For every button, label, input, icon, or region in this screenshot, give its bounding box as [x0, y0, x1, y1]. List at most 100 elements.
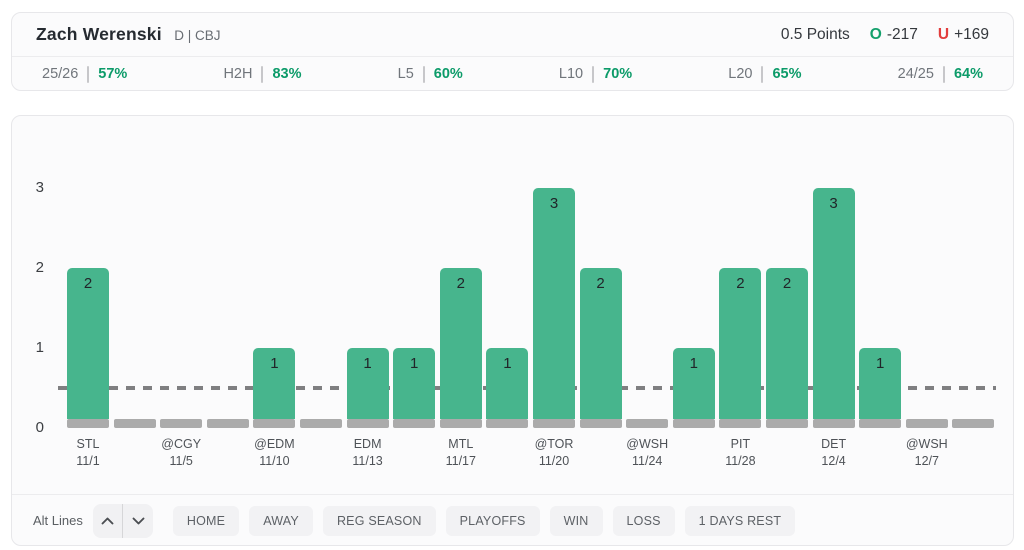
over-odds-button[interactable]: O -217 [870, 26, 918, 44]
bar-fill [766, 268, 808, 419]
under-odds-value: +169 [954, 25, 989, 43]
x-axis-tick: @EDM 11/10 [254, 437, 295, 468]
bar-fill [719, 268, 762, 419]
player-position-team: D | CBJ [174, 28, 221, 43]
filter-button-home[interactable]: HOME [172, 505, 240, 536]
bar-baseline-stub [812, 419, 855, 428]
bar-baseline-stub [952, 419, 995, 428]
alt-line-up-button[interactable] [93, 504, 123, 538]
bar-fill [859, 348, 902, 419]
bar-fill [393, 348, 436, 419]
bar-baseline-stub [766, 419, 808, 428]
footer-divider [12, 494, 1013, 495]
bar-baseline-stub [393, 419, 436, 428]
chevron-up-icon [101, 513, 114, 528]
bar-baseline-stub [905, 419, 948, 428]
player-prop-card: Zach Werenski D | CBJ 0.5 Points O -217 … [11, 12, 1014, 91]
y-axis-tick-1: 1 [35, 339, 44, 356]
bar-fill [67, 268, 109, 419]
under-odds-button[interactable]: U +169 [938, 26, 989, 44]
header-divider [12, 56, 1013, 57]
x-axis-tick: STL 11/1 [76, 437, 100, 468]
points-bar-chart: 0 1 2 3 STL 11/1 2 @CGY 11/5 @EDM 11/10 1 EDM 11/13 1… [12, 116, 1013, 494]
filter-button-loss[interactable]: LOSS [612, 505, 675, 536]
bar-value-label: 2 [456, 275, 465, 292]
split-item-l20[interactable]: L20 65% [728, 65, 802, 83]
alt-line-down-button[interactable] [123, 504, 153, 538]
game-log-chart-card: 0 1 2 3 STL 11/1 2 @CGY 11/5 @EDM 11/10 1 EDM 11/13 1… [11, 115, 1014, 546]
x-axis-tick: EDM 11/13 [352, 437, 383, 468]
split-item-l10[interactable]: L10 70% [558, 65, 633, 83]
split-value: 70% [603, 66, 633, 82]
alt-lines-label: Alt Lines [33, 513, 83, 528]
split-item-24-25[interactable]: 24/25 64% [897, 65, 983, 83]
bar-value-label: 3 [829, 195, 838, 212]
bar-value-label: 2 [83, 275, 93, 292]
bar-baseline-stub [672, 419, 715, 428]
stepper-divider [122, 503, 124, 538]
bar-value-label: 1 [876, 355, 885, 372]
player-header: Zach Werenski D | CBJ 0.5 Points O -217 … [12, 13, 1013, 56]
split-value: 83% [272, 66, 302, 82]
split-separator [422, 65, 425, 83]
bar-value-label: 1 [410, 355, 419, 372]
split-separator [87, 65, 90, 83]
bar-baseline-stub [206, 419, 249, 428]
split-label: 24/25 [897, 66, 934, 82]
y-axis-tick-3: 3 [35, 179, 44, 196]
split-value: 57% [98, 66, 128, 82]
bar-value-label: 2 [736, 275, 745, 292]
bar-baseline-stub [859, 419, 902, 428]
bar-baseline-stub [439, 419, 482, 428]
under-icon: U [937, 25, 950, 43]
split-separator [261, 65, 264, 83]
player-name: Zach Werenski [36, 24, 162, 44]
filter-button-reg-season[interactable]: REG SEASON [322, 505, 436, 536]
hit-rate-splits-row: 25/26 57% H2H 83% L5 60% L10 70% L20 65% 24/25 64% [12, 57, 1013, 91]
filter-button-group: HOME AWAY REG SEASON PLAYOFFS WIN LOSS 1 DAYS … [163, 505, 796, 536]
bar-value-label: 3 [549, 195, 559, 212]
split-separator [761, 65, 764, 83]
prop-odds-group: 0.5 Points O -217 U +169 [781, 26, 989, 44]
x-axis-tick: @WSH 11/24 [626, 437, 669, 468]
split-value: 64% [953, 66, 983, 82]
split-item-25-26[interactable]: 25/26 57% [42, 65, 128, 83]
chevron-down-icon [132, 513, 145, 528]
bar-value-label: 1 [363, 355, 372, 372]
split-item-h2h[interactable]: H2H 83% [223, 65, 302, 83]
filter-button-playoffs[interactable]: PLAYOFFS [445, 505, 540, 536]
bar-baseline-stub [486, 419, 529, 428]
filter-button-away[interactable]: AWAY [249, 505, 313, 536]
bar-baseline-stub [626, 419, 669, 428]
bar-baseline-stub [346, 419, 389, 428]
y-axis-tick-0: 0 [35, 419, 44, 436]
alt-lines-stepper [92, 503, 153, 538]
x-axis-tick: @CGY 11/5 [161, 437, 202, 468]
split-label: L10 [558, 66, 584, 82]
split-value: 60% [433, 66, 463, 82]
bar-fill [812, 188, 855, 419]
x-axis-tick: @WSH 12/7 [905, 437, 948, 468]
bar-fill [253, 348, 296, 419]
x-axis-tick: PIT 11/28 [725, 437, 756, 468]
bar-baseline-stub [533, 419, 575, 428]
y-axis-tick-2: 2 [35, 259, 44, 276]
over-odds-value: -217 [886, 25, 918, 43]
split-label: H2H [223, 66, 253, 82]
bar-value-label: 1 [503, 355, 512, 372]
split-label: 25/26 [42, 66, 79, 82]
chart-filter-bar: Alt Lines HOME AWAY REG SEASON PLAYOFFS WIN L… [12, 495, 1013, 546]
bar-baseline-stub [579, 419, 622, 428]
bar-value-label: 1 [689, 355, 698, 372]
filter-button-win[interactable]: WIN [549, 505, 603, 536]
player-identity: Zach Werenski D | CBJ [36, 24, 221, 45]
bar-fill [533, 188, 575, 419]
split-item-l5[interactable]: L5 60% [398, 65, 463, 83]
bar-baseline-stub [113, 419, 156, 428]
bar-baseline-stub [160, 419, 203, 428]
split-label: L20 [728, 66, 753, 82]
prop-line-label: 0.5 Points [780, 25, 850, 43]
bar-value-label: 1 [270, 355, 279, 372]
filter-button-1-days-rest[interactable]: 1 DAYS REST [684, 505, 796, 536]
bar-fill [439, 268, 482, 419]
